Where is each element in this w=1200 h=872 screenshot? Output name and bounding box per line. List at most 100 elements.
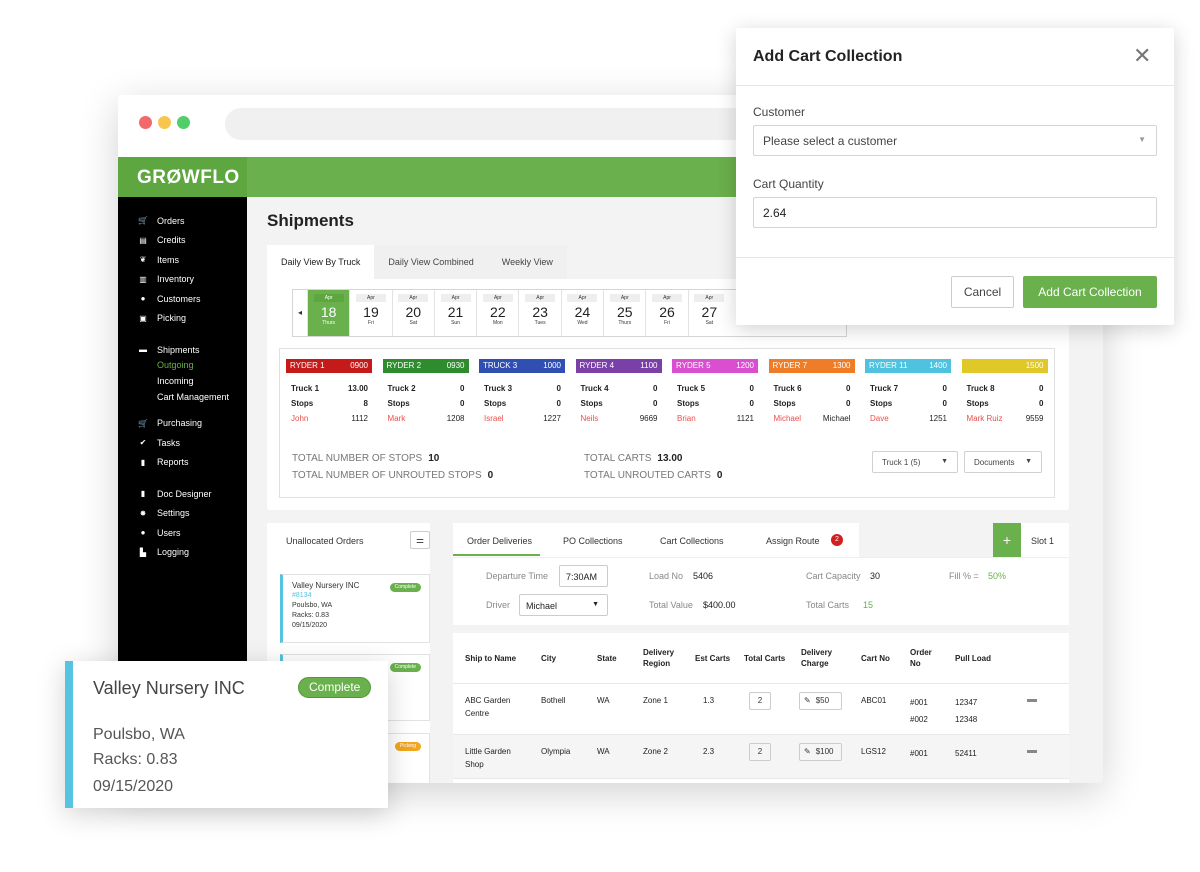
tab-weekly[interactable]: Weekly View (487, 245, 567, 279)
date-month: Apr (609, 294, 640, 302)
close-window-dot[interactable] (139, 116, 152, 129)
sidebar-item-doc-designer[interactable]: ▮ Doc Designer (118, 484, 247, 504)
sidebar-item-logging[interactable]: ▙ Logging (118, 543, 247, 563)
sidebar-item-label: Shipments (157, 344, 200, 355)
total-carts-label: Total Carts (806, 600, 850, 610)
table-row[interactable]: ABC Garden Centre Bothell WA Zone 1 1.3 2 ✎ $50… (453, 683, 1069, 734)
close-icon[interactable]: ✕ (1133, 43, 1152, 68)
order-no-value[interactable]: #002 (910, 715, 928, 724)
total-carts-input[interactable]: 2 (749, 743, 771, 761)
order-card-zoom[interactable]: Valley Nursery INC Complete Poulsbo, WA … (65, 661, 388, 808)
driver-name-link[interactable]: Mark Ruiz (966, 414, 1003, 423)
printer-icon[interactable]: ▬ (1027, 694, 1037, 705)
cart-quantity-input[interactable]: 2.64 (753, 197, 1157, 228)
truck-column: RYDER 5 1200 Truck 5 0 Stops 0 Brian 1121 (672, 359, 758, 423)
column-header: Pull Load (955, 654, 991, 663)
sidebar-item-credits[interactable]: ▤ Credits (118, 231, 247, 251)
truck-header[interactable]: TRUCK 3 1000 (479, 359, 565, 373)
driver-name-link[interactable]: Israel (484, 414, 504, 423)
sidebar-item-settings[interactable]: ✸ Settings (118, 504, 247, 524)
sidebar-item-reports[interactable]: ▮ Reports (118, 453, 247, 473)
date-cell[interactable]: Apr 22 Mon (476, 290, 518, 336)
minimize-window-dot[interactable] (158, 116, 171, 129)
date-cell[interactable]: Apr 18 Thurs (307, 290, 350, 336)
sidebar-item-purchasing[interactable]: 🛒 Purchasing (118, 414, 247, 434)
truck-header[interactable]: RYDER 7 1300 (768, 359, 855, 373)
tab-assign-route[interactable]: Assign Route (766, 536, 820, 546)
chevron-left-icon[interactable]: ◂ (297, 308, 302, 317)
order-no-value[interactable]: #001 (910, 749, 928, 758)
sidebar-item-label: Tasks (157, 437, 181, 448)
table-row[interactable] (453, 778, 1069, 783)
maximize-window-dot[interactable] (177, 116, 190, 129)
date-cell[interactable]: Apr 21 Sun (433, 290, 476, 336)
date-cell[interactable]: Apr 19 Fri (349, 290, 391, 336)
truck-header[interactable]: RYDER 11 1400 (865, 359, 951, 373)
truck-load: 1251 (929, 414, 947, 423)
sidebar-sub-cart-management[interactable]: Cart Management (157, 391, 230, 402)
driver-name-link[interactable]: Neils (580, 414, 599, 423)
sidebar-item-shipments[interactable]: ▬ Shipments (118, 340, 247, 360)
tab-cart-collections[interactable]: Cart Collections (660, 536, 724, 546)
tab-daily-by-truck[interactable]: Daily View By Truck (267, 245, 375, 279)
total-carts-input[interactable]: 2 (749, 692, 771, 710)
truck-header[interactable]: RYDER 2 0930 (382, 359, 469, 373)
truck-label: Truck 1 (291, 384, 320, 393)
order-no-value[interactable]: #001 (910, 698, 928, 707)
slot-label[interactable]: Slot 1 (1031, 536, 1055, 546)
truck-select[interactable]: Truck 1 (5) ▼ (872, 451, 958, 473)
truck-header[interactable]: RYDER 4 1100 (575, 359, 662, 373)
date-cell[interactable]: Apr 26 Fri (645, 290, 687, 336)
truck-driver-row: Brian 1121 (672, 414, 758, 423)
tab-order-deliveries[interactable]: Order Deliveries (467, 536, 533, 546)
date-cell[interactable]: Apr 20 Sat (391, 290, 434, 336)
tab-daily-combined[interactable]: Daily View Combined (374, 245, 488, 279)
customer-select[interactable]: Please select a customer ▼ (753, 125, 1157, 156)
date-weekday: Fri (368, 320, 374, 326)
driver-name-link[interactable]: Dave (870, 414, 889, 423)
delivery-charge-button[interactable]: ✎ $100 (799, 743, 842, 761)
filter-icon[interactable]: ⚌ (410, 531, 430, 549)
date-cell[interactable]: Apr 23 Tues (518, 290, 560, 336)
driver-name-link[interactable]: Brian (677, 414, 696, 423)
add-cart-collection-button[interactable]: Add Cart Collection (1023, 276, 1157, 308)
sidebar-sub-outgoing[interactable]: Outgoing (157, 359, 194, 370)
truck-column: RYDER 1 0900 Truck 1 13.00 Stops 8 John 1112 (286, 359, 372, 423)
tab-po-collections[interactable]: PO Collections (563, 536, 623, 546)
truck-header[interactable]: RYDER 1 0900 (286, 359, 372, 373)
truck-header[interactable]: 1500 (961, 359, 1048, 373)
driver-name-link[interactable]: John (291, 414, 309, 423)
printer-icon[interactable]: ▬ (1027, 745, 1037, 756)
order-card[interactable]: Valley Nursery INC #8134 Poulsbo, WA Rac… (280, 574, 430, 643)
sidebar-item-inventory[interactable]: ▥ Inventory (118, 270, 247, 290)
status-badge: Complete (389, 583, 421, 592)
table-row[interactable]: Little Garden Shop Olympia WA Zone 2 2.3 2 ✎ $1… (453, 734, 1069, 778)
sidebar-item-picking[interactable]: ▣ Picking (118, 309, 247, 329)
sidebar-item-tasks[interactable]: ✔ Tasks (118, 433, 247, 453)
date-cell[interactable]: Apr 24 Wed (560, 290, 603, 336)
sidebar-sub-incoming[interactable]: Incoming (157, 375, 194, 386)
date-cell[interactable]: Apr 25 Thurs (603, 290, 645, 336)
cancel-button[interactable]: Cancel (951, 276, 1014, 308)
departure-time-input[interactable]: 7:30AM (559, 565, 608, 587)
truck-column: RYDER 4 1100 Truck 4 0 Stops 0 Neils 9669 (575, 359, 662, 423)
driver-name-link[interactable]: Mark (387, 414, 406, 423)
delivery-charge-button[interactable]: ✎ $50 (799, 692, 842, 710)
truck-driver-row: Mark 1208 (383, 414, 469, 423)
documents-dropdown[interactable]: Documents ▼ (964, 451, 1042, 473)
driver-name-link[interactable]: Michael (773, 414, 802, 423)
total-value-label: Total Value (649, 600, 693, 610)
cart-quantity-label: Cart Quantity (753, 177, 824, 191)
driver-select[interactable]: Michael ▼ (519, 594, 608, 616)
sidebar-item-users[interactable]: ● Users (118, 523, 247, 543)
truck-time: 1200 (736, 361, 754, 370)
growflo-logo[interactable]: GRØWFLO (118, 157, 247, 197)
date-cell[interactable]: Apr 27 Sat (687, 290, 730, 336)
sidebar-item-customers[interactable]: ● Customers (118, 289, 247, 309)
sidebar-item-items[interactable]: ❦ Items (118, 250, 247, 270)
pull-load-value: 12348 (955, 715, 978, 724)
add-slot-button[interactable]: + (993, 523, 1021, 557)
truck-header[interactable]: RYDER 5 1200 (672, 359, 758, 373)
sidebar-item-orders[interactable]: 🛒 Orders (118, 211, 247, 231)
truck-column: TRUCK 3 1000 Truck 3 0 Stops 0 Israel 1227 (479, 359, 565, 423)
